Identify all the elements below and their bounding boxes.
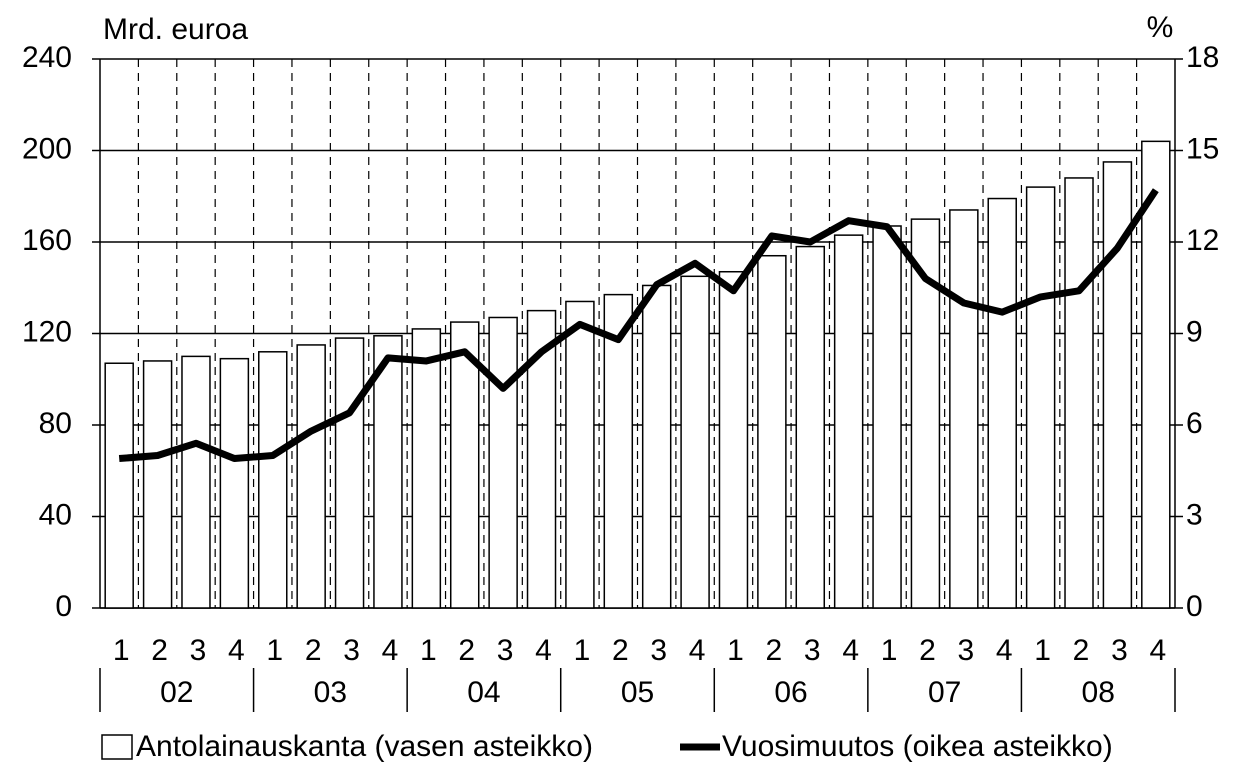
x-tick-label: 4 bbox=[689, 634, 706, 667]
x-group-label: 06 bbox=[774, 676, 807, 709]
x-tick-label: 4 bbox=[1149, 634, 1166, 667]
y-tick-label: 80 bbox=[39, 407, 72, 440]
bar bbox=[449, 321, 480, 609]
bar bbox=[104, 362, 134, 609]
x-tick-label: 1 bbox=[113, 634, 130, 667]
bar bbox=[833, 234, 864, 609]
x-tick-label: 3 bbox=[190, 634, 207, 667]
bar bbox=[987, 197, 1017, 609]
x-tick-label: 3 bbox=[957, 634, 974, 667]
y2-tick-label: 9 bbox=[1186, 315, 1203, 348]
x-tick-label: 1 bbox=[266, 634, 283, 667]
x-tick-label: 2 bbox=[1073, 634, 1090, 667]
bar bbox=[565, 300, 595, 609]
bar bbox=[872, 225, 902, 609]
y2-tick-label: 0 bbox=[1186, 590, 1203, 623]
bar bbox=[680, 275, 710, 609]
x-tick-label: 1 bbox=[1034, 634, 1051, 667]
y2-tick-label: 3 bbox=[1186, 498, 1203, 531]
x-tick-label: 3 bbox=[804, 634, 821, 667]
bar bbox=[1141, 140, 1171, 609]
bar bbox=[718, 270, 749, 609]
x-tick-label: 4 bbox=[382, 634, 399, 667]
y-tick-label: 120 bbox=[22, 315, 72, 348]
legend-swatch bbox=[101, 734, 133, 760]
x-tick-label: 4 bbox=[535, 634, 552, 667]
x-group-label: 03 bbox=[314, 676, 347, 709]
bar bbox=[296, 344, 326, 609]
bar bbox=[181, 355, 211, 609]
bar bbox=[258, 351, 288, 609]
y2-axis-label: % bbox=[1147, 11, 1174, 44]
y-tick-label: 200 bbox=[22, 132, 72, 165]
bar bbox=[795, 245, 826, 609]
x-tick-label: 1 bbox=[881, 634, 898, 667]
y-axis-label: Mrd. euroa bbox=[103, 13, 248, 46]
bar bbox=[603, 293, 634, 609]
x-tick-label: 1 bbox=[727, 634, 744, 667]
x-group-label: 08 bbox=[1082, 676, 1115, 709]
y-tick-label: 160 bbox=[22, 224, 72, 257]
x-tick-label: 3 bbox=[497, 634, 514, 667]
x-tick-label: 3 bbox=[1111, 634, 1128, 667]
bar bbox=[142, 360, 173, 609]
legend-label: Antolainauskanta (vasen asteikko) bbox=[136, 730, 593, 763]
y-tick-label: 240 bbox=[22, 41, 72, 74]
x-tick-label: 4 bbox=[842, 634, 859, 667]
x-tick-label: 2 bbox=[151, 634, 168, 667]
bar bbox=[949, 209, 979, 609]
x-tick-label: 1 bbox=[420, 634, 437, 667]
x-group-label: 05 bbox=[621, 676, 654, 709]
x-group-label: 02 bbox=[160, 676, 193, 709]
x-tick-label: 2 bbox=[305, 634, 322, 667]
x-group-label: 07 bbox=[928, 676, 961, 709]
x-tick-label: 2 bbox=[766, 634, 783, 667]
bar bbox=[641, 284, 672, 609]
x-tick-label: 2 bbox=[919, 634, 936, 667]
y2-tick-label: 12 bbox=[1186, 224, 1219, 257]
bar bbox=[373, 335, 403, 609]
bar bbox=[219, 357, 250, 609]
legend-label: Vuosimuutos (oikea asteikko) bbox=[722, 730, 1113, 763]
bar bbox=[757, 254, 787, 609]
x-tick-label: 3 bbox=[343, 634, 360, 667]
y2-tick-label: 6 bbox=[1186, 407, 1203, 440]
bar bbox=[488, 316, 518, 609]
y-tick-label: 40 bbox=[39, 498, 72, 531]
x-tick-label: 4 bbox=[228, 634, 245, 667]
x-tick-label: 1 bbox=[574, 634, 591, 667]
x-tick-label: 4 bbox=[996, 634, 1013, 667]
x-tick-label: 3 bbox=[650, 634, 667, 667]
x-tick-label: 2 bbox=[612, 634, 629, 667]
line bbox=[118, 188, 1159, 463]
bar bbox=[1025, 186, 1056, 609]
x-group-label: 04 bbox=[467, 676, 500, 709]
bar bbox=[1064, 177, 1094, 609]
y2-tick-label: 18 bbox=[1186, 41, 1219, 74]
x-tick-label: 2 bbox=[458, 634, 475, 667]
y2-tick-label: 15 bbox=[1186, 132, 1219, 165]
bar bbox=[411, 328, 442, 609]
bar bbox=[334, 337, 365, 609]
y-tick-label: 0 bbox=[55, 590, 72, 623]
